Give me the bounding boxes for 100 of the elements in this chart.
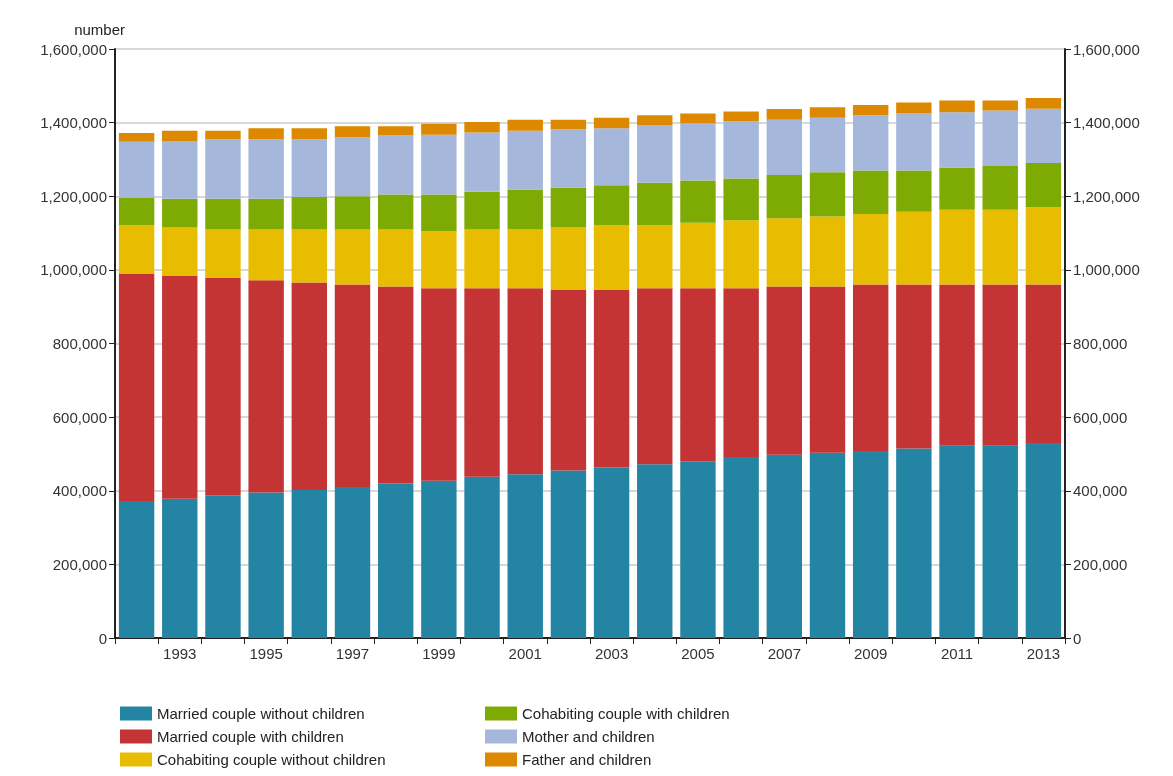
bar — [637, 115, 673, 126]
y-tick-label: 800,000 — [52, 335, 107, 352]
bar — [162, 141, 198, 199]
legend-label: Cohabiting couple without children — [157, 751, 386, 768]
bar — [637, 288, 673, 465]
bar — [982, 445, 1018, 638]
bar — [896, 170, 932, 212]
y-tick-label: 200,000 — [52, 555, 107, 573]
y2-tick-label: 1,000,000 — [1073, 261, 1140, 279]
bar — [334, 196, 371, 230]
bar — [291, 229, 328, 283]
x-tick-label: 2003 — [594, 645, 629, 662]
bar — [593, 185, 630, 225]
legend-label: Cohabiting couple with children — [522, 705, 730, 722]
bar — [1025, 207, 1062, 285]
bar — [680, 113, 716, 124]
bar — [1025, 108, 1062, 164]
bar — [637, 182, 673, 225]
bar — [248, 128, 284, 140]
bar — [723, 121, 759, 179]
legend-label: Married couple without children — [157, 705, 365, 722]
bar — [334, 487, 371, 638]
bar — [637, 125, 673, 183]
bar — [421, 134, 457, 195]
bar — [637, 464, 673, 638]
bar — [896, 284, 932, 449]
x-tick-label: 1995 — [249, 645, 283, 662]
bar — [809, 172, 846, 217]
bar — [205, 495, 241, 638]
y-tick-label: 1,000,000 — [40, 261, 107, 279]
bar — [939, 209, 975, 285]
bar — [464, 476, 500, 638]
y2-tick-label: 0 — [1073, 629, 1082, 647]
bar — [809, 216, 846, 287]
bar — [809, 117, 846, 173]
x-tick-label: 2007 — [767, 645, 802, 662]
y-tick-label: 1,400,000 — [40, 114, 107, 132]
bar — [723, 456, 759, 638]
bar — [334, 284, 371, 488]
bar — [464, 229, 500, 289]
bar — [291, 282, 328, 491]
bar — [507, 189, 543, 230]
bar — [118, 132, 155, 142]
legend-label: Father and children — [522, 751, 652, 768]
y2-tick-label: 1,400,000 — [1073, 114, 1140, 132]
bar — [982, 166, 1018, 210]
bar — [852, 170, 889, 214]
bar — [723, 288, 759, 457]
x-tick-label: 2005 — [681, 645, 715, 662]
x-tick-label: 2001 — [508, 645, 542, 662]
bar — [1025, 284, 1062, 443]
bar — [377, 126, 414, 136]
bar — [205, 130, 241, 140]
bar — [896, 211, 932, 285]
bar — [377, 286, 414, 484]
bar — [118, 273, 155, 502]
bar — [291, 139, 328, 197]
bar — [464, 191, 500, 230]
y2-tick-label: 1,200,000 — [1073, 187, 1140, 205]
bar — [852, 104, 889, 116]
bar — [1025, 97, 1062, 109]
bar — [550, 290, 587, 471]
bar — [852, 450, 889, 638]
bar — [550, 227, 587, 291]
y2-tick-label: 800,000 — [1073, 335, 1128, 352]
bar — [766, 174, 803, 219]
bar — [377, 135, 414, 195]
bar — [766, 286, 803, 455]
bar — [1025, 163, 1062, 208]
bar — [421, 288, 457, 481]
bar — [723, 220, 759, 289]
bar — [809, 286, 846, 453]
bar — [248, 280, 284, 493]
y-tick-label: 600,000 — [52, 408, 107, 426]
bar — [377, 483, 414, 638]
bar — [205, 139, 241, 199]
bar — [896, 113, 932, 171]
bar — [852, 284, 889, 451]
y2-tick-label: 400,000 — [1073, 482, 1128, 500]
bar — [809, 452, 846, 638]
bar — [464, 121, 500, 133]
y-tick-label: 400,000 — [52, 482, 107, 500]
bar — [896, 448, 932, 638]
bar — [550, 129, 587, 188]
bar — [248, 139, 284, 199]
bar — [852, 115, 889, 171]
bar — [421, 123, 457, 135]
bar — [896, 102, 932, 114]
x-tick-label: 1999 — [422, 645, 456, 662]
y-axis-title: number — [74, 21, 125, 38]
bar — [982, 209, 1018, 285]
bar — [1025, 442, 1062, 638]
y2-tick-label: 1,600,000 — [1073, 40, 1140, 58]
bar — [421, 231, 457, 289]
bar — [162, 198, 198, 228]
bar — [162, 275, 198, 499]
bar — [464, 132, 500, 192]
legend-label: Married couple with children — [157, 728, 344, 745]
x-tick-label: 1993 — [163, 645, 197, 662]
bar — [939, 167, 975, 210]
